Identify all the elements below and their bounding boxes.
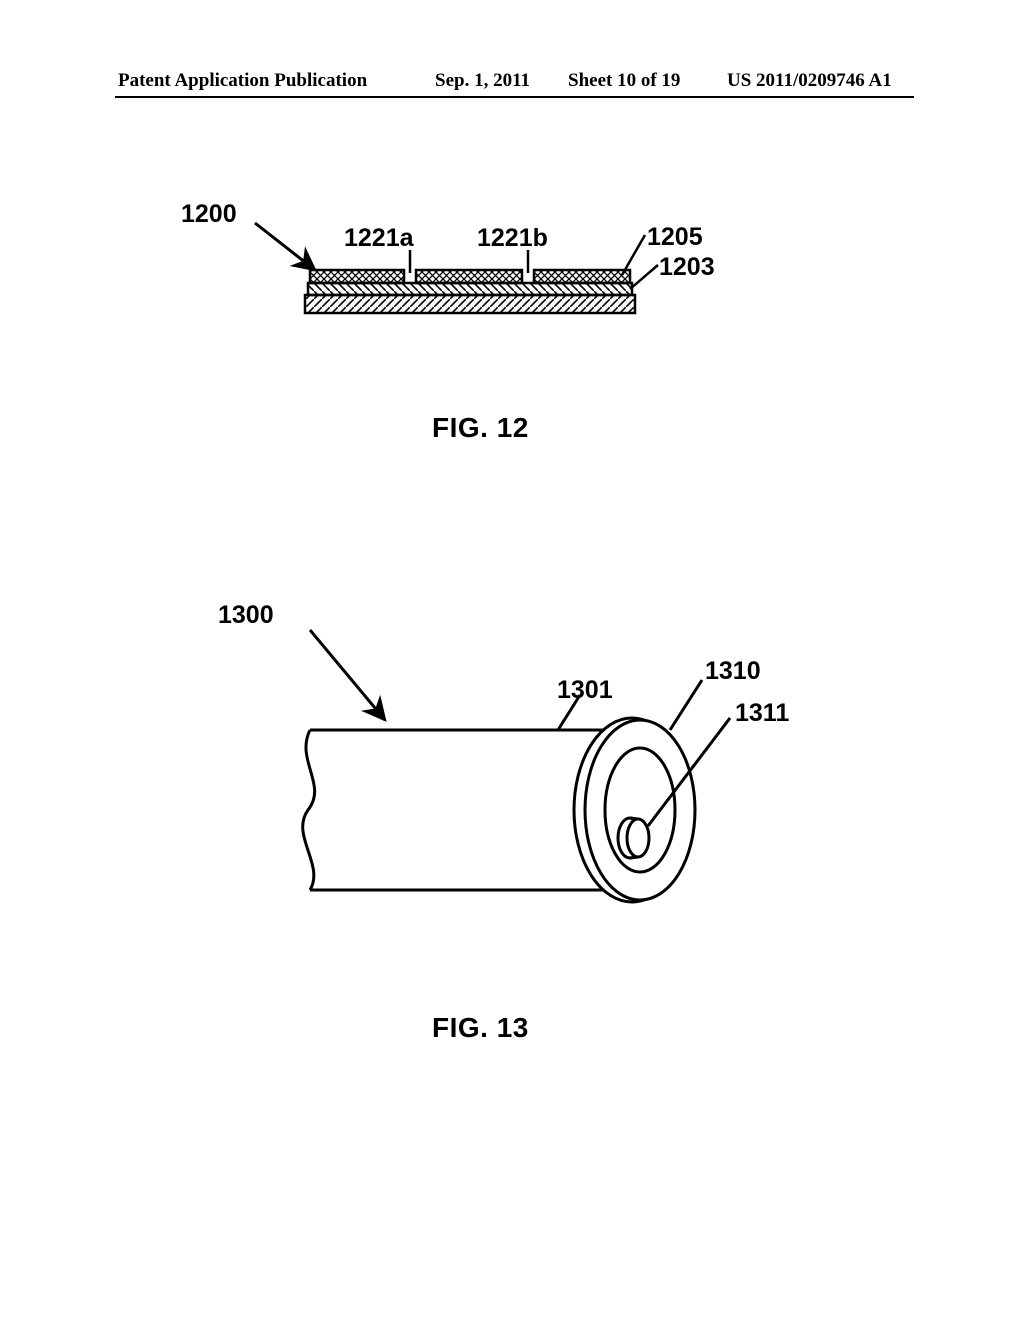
callout-1301: 1301 <box>557 676 613 705</box>
header-rule <box>115 96 914 98</box>
callout-1203: 1203 <box>659 253 715 282</box>
callout-1200: 1200 <box>181 200 237 229</box>
header-pubno: US 2011/0209746 A1 <box>727 70 892 92</box>
callout-1221a: 1221a <box>344 224 414 253</box>
callout-1221b: 1221b <box>477 224 548 253</box>
header-sheet: Sheet 10 of 19 <box>568 70 680 92</box>
header-publication: Patent Application Publication <box>118 70 367 92</box>
fig12-diagram <box>170 195 740 355</box>
fig13-diagram <box>200 590 820 950</box>
callout-1205: 1205 <box>647 223 703 252</box>
callout-1300: 1300 <box>218 601 274 630</box>
patent-page: Patent Application Publication Sep. 1, 2… <box>0 0 1024 1320</box>
header-date: Sep. 1, 2011 <box>435 70 530 92</box>
callout-1311: 1311 <box>735 699 789 728</box>
fig12-label: FIG. 12 <box>432 412 529 444</box>
fig13-label: FIG. 13 <box>432 1012 529 1044</box>
callout-1310: 1310 <box>705 657 761 686</box>
page-header: Patent Application Publication Sep. 1, 2… <box>0 70 1024 100</box>
